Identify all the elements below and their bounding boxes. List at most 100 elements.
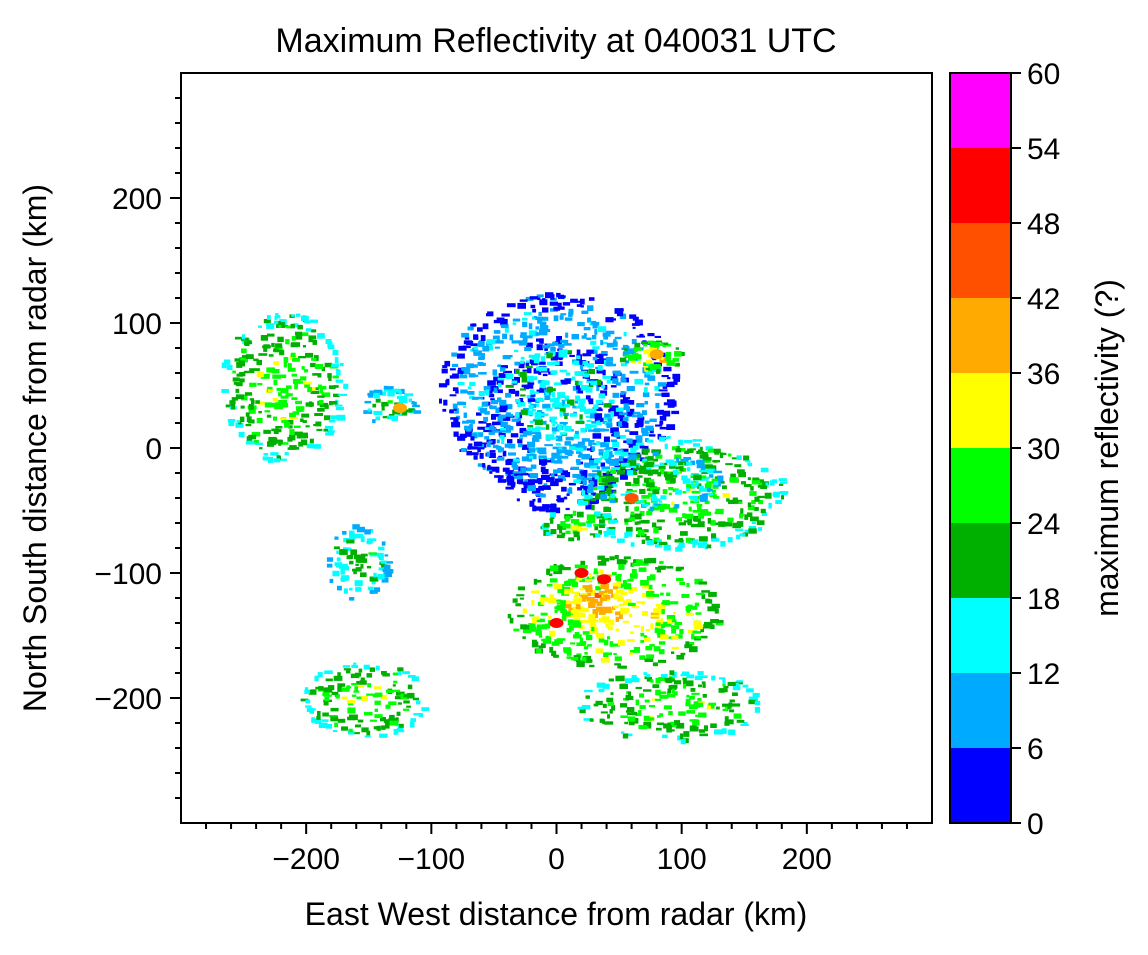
echo-pixel — [631, 339, 637, 345]
echo-pixel — [661, 436, 669, 440]
echo-pixel — [331, 691, 339, 695]
echo-pixel — [707, 465, 711, 470]
echo-pixel — [334, 404, 343, 407]
echo-pixel — [251, 431, 261, 437]
echo-pixel — [636, 439, 643, 443]
echo-pixel — [313, 444, 321, 449]
echo-pixel — [646, 439, 654, 443]
echo-pixel — [635, 699, 640, 706]
echo-pixel — [646, 359, 653, 364]
echo-pixel — [572, 606, 577, 611]
echo-pixel — [689, 496, 695, 500]
echo-pixel — [674, 504, 680, 509]
echo-pixel — [642, 392, 650, 398]
echo-pixel — [291, 373, 297, 377]
echo-pixel — [558, 343, 565, 348]
echo-pixel — [612, 411, 618, 417]
echo-pixel — [330, 716, 339, 722]
echo-pixel — [225, 404, 233, 408]
echo-pixel — [374, 714, 383, 719]
echo-pixel — [283, 361, 287, 368]
echo-pixel — [455, 389, 459, 394]
echo-pixel — [607, 595, 611, 600]
echo-pixel — [513, 458, 520, 462]
echo-pixel — [576, 384, 580, 390]
echo-pixel — [564, 395, 570, 401]
echo-pixel — [619, 313, 627, 320]
echo-pixel — [684, 644, 693, 649]
echo-pixel — [521, 487, 527, 493]
echo-pixel — [603, 451, 609, 457]
echo-pixel — [648, 347, 657, 351]
echo-pixel — [623, 582, 628, 586]
echo-pixel — [367, 408, 372, 412]
echo-pixel — [560, 470, 568, 476]
echo-pixel — [602, 475, 611, 478]
echo-pixel — [550, 529, 557, 535]
echo-pixel — [241, 334, 245, 340]
echo-pixel — [678, 439, 684, 445]
echo-pixel — [642, 504, 649, 507]
echo-pixel — [597, 485, 605, 490]
echo-pixel — [300, 439, 308, 446]
echo-pixel — [383, 719, 390, 724]
echo-pixel — [631, 471, 638, 475]
echo-pixel — [511, 462, 517, 468]
echo-pixel — [561, 486, 567, 492]
echo-pixel — [382, 568, 386, 572]
echo-pixel — [716, 706, 720, 710]
echo-pixel — [605, 652, 612, 655]
echo-pixel — [596, 466, 600, 470]
echo-pixel — [366, 565, 372, 569]
echo-pixel — [597, 365, 603, 371]
echo-pixel — [288, 425, 293, 429]
echo-pixel — [607, 714, 610, 719]
echo-pixel — [656, 519, 665, 523]
echo-pixel — [678, 522, 686, 526]
echo-pixel — [661, 438, 666, 441]
echo-pixel — [648, 705, 656, 708]
echo-pixel — [729, 699, 735, 703]
echo-pixel — [552, 423, 556, 427]
echo-pixel — [624, 521, 629, 525]
echo-pixel — [531, 356, 540, 361]
echo-pixel — [513, 628, 520, 632]
echo-pixel — [582, 480, 587, 486]
echo-pixel — [673, 611, 677, 615]
echo-pixel — [689, 705, 694, 709]
echo-pixel — [559, 407, 566, 413]
echo-pixel — [488, 393, 495, 398]
echo-pixel — [364, 529, 371, 535]
echo-pixel — [731, 703, 741, 707]
echo-pixel — [750, 486, 754, 491]
echo-pixel — [620, 393, 626, 398]
echo-pixel — [627, 578, 634, 582]
echo-pixel — [247, 341, 253, 345]
echo-pixel — [587, 429, 595, 432]
echo-pixel — [493, 330, 501, 334]
echo-pixel — [641, 431, 649, 437]
echo-pixel — [658, 609, 663, 615]
echo-pixel — [487, 344, 493, 351]
echo-pixel — [501, 324, 509, 329]
echo-pixel — [614, 308, 624, 314]
echo-pixel — [573, 479, 581, 484]
echo-pixel — [575, 420, 585, 424]
echo-pixel — [478, 421, 487, 424]
echo-pixel — [615, 589, 624, 594]
echo-pixel — [706, 544, 712, 549]
echo-pixel — [625, 462, 630, 466]
echo-pixel — [537, 447, 547, 454]
echo-pixel — [445, 379, 450, 386]
echo-pixel — [707, 517, 711, 524]
echo-pixel — [669, 465, 676, 469]
echo-pixel — [588, 440, 595, 443]
echo-pixel — [550, 388, 556, 392]
echo-pixel — [363, 664, 370, 670]
echo-pixel — [683, 520, 688, 523]
echo-pixel — [663, 544, 671, 551]
echo-pixel — [486, 313, 494, 317]
echo-pixel — [589, 573, 593, 579]
echo-pixel — [269, 438, 276, 442]
echo-pixel — [615, 382, 621, 386]
